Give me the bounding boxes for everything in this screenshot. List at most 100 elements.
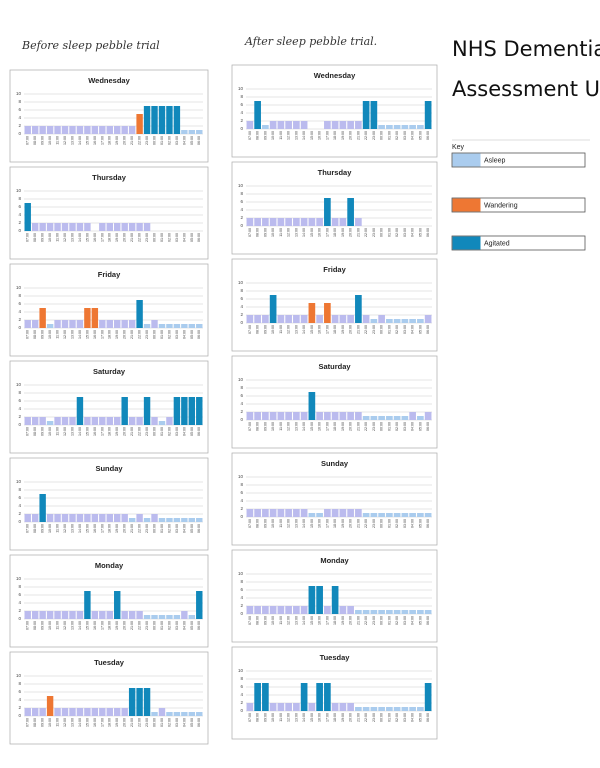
- bar: [417, 610, 424, 614]
- x-tick-label: 09:00: [263, 131, 267, 140]
- x-tick-label: 01:00: [160, 718, 164, 727]
- x-tick-label: 07:00: [248, 228, 252, 237]
- y-tick-label: 6: [240, 684, 243, 689]
- x-tick-label: 15:00: [310, 616, 314, 625]
- bar: [196, 518, 203, 522]
- bar: [300, 315, 308, 323]
- bar: [424, 513, 432, 517]
- bar: [378, 315, 385, 323]
- x-tick-label: 15:00: [310, 422, 314, 431]
- y-tick-label: 6: [240, 102, 243, 107]
- x-tick-label: 02:00: [395, 422, 399, 431]
- bar: [370, 707, 378, 711]
- x-tick-label: 18:00: [333, 519, 337, 528]
- bar: [84, 514, 91, 522]
- x-tick-label: 19:00: [115, 427, 119, 436]
- x-tick-label: 17:00: [100, 621, 104, 630]
- x-tick-label: 17:00: [325, 422, 329, 431]
- x-tick-label: 02:00: [167, 524, 171, 533]
- x-tick-label: 00:00: [380, 325, 384, 334]
- x-tick-label: 06:00: [197, 136, 201, 145]
- x-tick-label: 19:00: [115, 136, 119, 145]
- x-tick-label: 11:00: [56, 427, 60, 436]
- bar: [262, 683, 269, 711]
- x-tick-label: 05:00: [190, 524, 194, 533]
- x-tick-label: 15:00: [310, 325, 314, 334]
- bar: [300, 606, 308, 614]
- bar: [316, 412, 323, 420]
- x-tick-label: 18:00: [108, 233, 112, 242]
- chart-title: Tuesday: [94, 658, 125, 667]
- bar: [61, 514, 69, 522]
- bar: [84, 126, 91, 134]
- y-tick-label: 2: [18, 220, 21, 225]
- after-header: After sleep pebble trial.: [244, 35, 377, 48]
- bar: [308, 392, 316, 420]
- bar: [293, 509, 300, 517]
- bar: [54, 417, 61, 425]
- x-tick-label: 16:00: [318, 713, 322, 722]
- bar: [39, 611, 46, 619]
- chart-panel: [9, 554, 209, 648]
- x-tick-label: 09:00: [41, 427, 45, 436]
- x-tick-label: 08:00: [33, 136, 37, 145]
- x-tick-label: 15:00: [85, 621, 89, 630]
- x-tick-label: 05:00: [418, 616, 422, 625]
- bar: [262, 218, 269, 226]
- x-tick-label: 17:00: [325, 616, 329, 625]
- bar: [39, 126, 46, 134]
- x-tick-label: 21:00: [356, 713, 360, 722]
- x-tick-label: 08:00: [256, 325, 260, 334]
- bar: [262, 412, 269, 420]
- x-tick-label: 09:00: [41, 233, 45, 242]
- x-tick-label: 01:00: [160, 136, 164, 145]
- bar: [269, 703, 277, 711]
- x-tick-label: 17:00: [325, 325, 329, 334]
- x-tick-label: 03:00: [403, 131, 407, 140]
- y-tick-label: 0: [18, 616, 21, 621]
- x-tick-label: 23:00: [145, 621, 149, 630]
- bar: [166, 615, 173, 619]
- bar: [181, 397, 188, 425]
- bar: [424, 412, 432, 420]
- bar: [324, 121, 331, 129]
- y-tick-label: 0: [240, 223, 243, 228]
- x-tick-label: 13:00: [294, 325, 298, 334]
- bar: [91, 611, 99, 619]
- bar: [316, 218, 323, 226]
- bar: [54, 708, 61, 716]
- bar: [246, 121, 254, 129]
- bar: [61, 320, 69, 328]
- x-tick-label: 21:00: [356, 616, 360, 625]
- y-tick-label: 4: [240, 692, 243, 697]
- x-tick-label: 20:00: [123, 330, 127, 339]
- x-tick-label: 11:00: [56, 621, 60, 630]
- bar: [277, 509, 285, 517]
- x-tick-label: 17:00: [100, 136, 104, 145]
- bar: [401, 513, 409, 517]
- x-tick-label: 11:00: [56, 136, 60, 145]
- bar: [308, 303, 316, 323]
- bar: [269, 606, 277, 614]
- x-tick-label: 06:00: [426, 713, 430, 722]
- x-tick-label: 02:00: [167, 427, 171, 436]
- x-tick-label: 05:00: [190, 330, 194, 339]
- x-tick-label: 23:00: [145, 330, 149, 339]
- x-tick-label: 01:00: [160, 524, 164, 533]
- bar: [300, 683, 308, 711]
- bar: [143, 688, 151, 716]
- x-tick-label: 20:00: [349, 422, 353, 431]
- y-tick-label: 6: [18, 301, 21, 306]
- bar: [188, 615, 196, 619]
- bar: [316, 513, 323, 517]
- x-tick-label: 23:00: [372, 325, 376, 334]
- bar: [339, 412, 347, 420]
- x-tick-label: 11:00: [56, 330, 60, 339]
- x-tick-label: 13:00: [294, 131, 298, 140]
- y-tick-label: 8: [240, 288, 243, 293]
- y-tick-label: 10: [16, 479, 22, 484]
- bar: [166, 417, 173, 425]
- y-tick-label: 4: [18, 115, 21, 120]
- bar: [39, 308, 46, 328]
- x-tick-label: 04:00: [411, 713, 415, 722]
